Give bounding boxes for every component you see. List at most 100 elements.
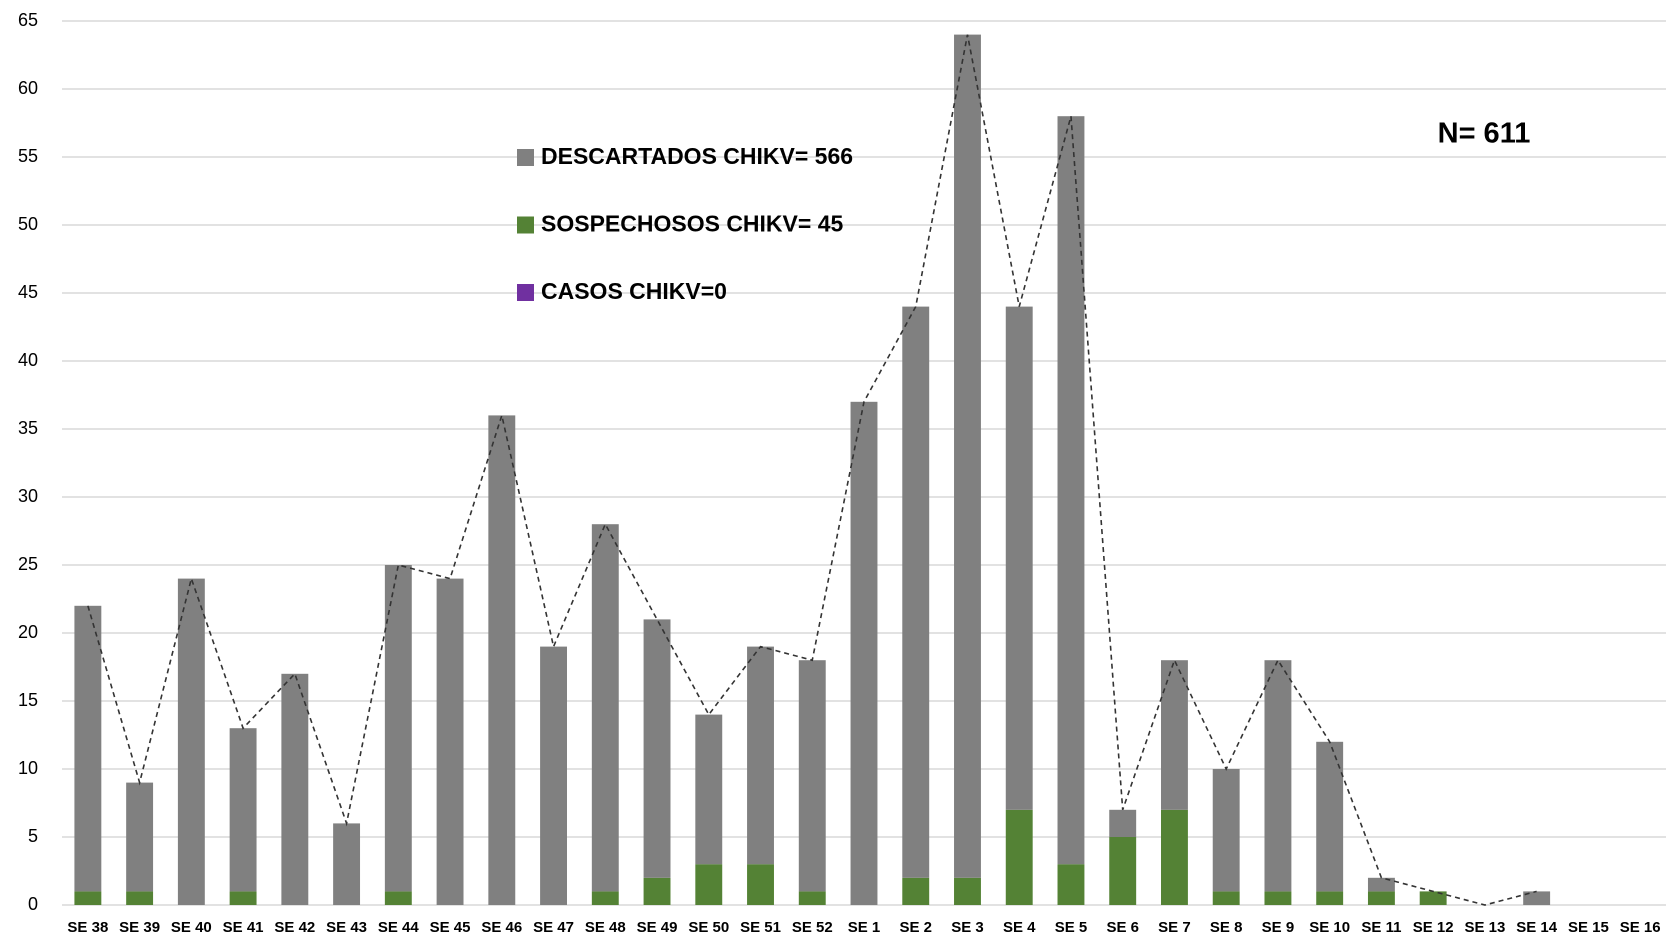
bar-segment — [281, 673, 309, 905]
y-tick-label: 40 — [18, 350, 38, 370]
x-tick-label: SE 10 — [1309, 919, 1350, 936]
bar-segment — [798, 891, 826, 905]
bar-segment — [74, 891, 102, 905]
bar-segment — [798, 660, 826, 892]
x-tick-label: SE 42 — [274, 919, 315, 936]
x-tick-label: SE 46 — [481, 919, 522, 936]
bar-segment — [954, 34, 981, 878]
x-tick-label: SE 39 — [119, 919, 160, 936]
legend-label: DESCARTADOS CHIKV= 566 — [541, 143, 853, 169]
bar-segment — [1367, 891, 1395, 905]
bar-segment — [1005, 306, 1033, 810]
bar-segment — [591, 524, 619, 892]
bar-segment — [126, 782, 154, 892]
bar-segment — [1419, 891, 1447, 905]
bar-segment — [850, 401, 878, 905]
bar-segment — [177, 578, 205, 905]
bar-segment — [1316, 891, 1344, 905]
x-tick-label: SE 12 — [1413, 919, 1454, 936]
x-tick-label: SE 3 — [951, 919, 984, 936]
bar-segment — [229, 891, 257, 905]
x-tick-label: SE 16 — [1620, 919, 1661, 936]
bar-segment — [1005, 809, 1033, 905]
bar-segment — [1212, 769, 1240, 892]
x-tick-label: SE 43 — [326, 919, 367, 936]
y-tick-label: 60 — [18, 78, 38, 98]
x-tick-label: SE 48 — [585, 919, 626, 936]
bar-segment — [695, 864, 723, 905]
legend-label: SOSPECHOSOS CHIKV= 45 — [541, 211, 843, 237]
bar-segment — [436, 578, 464, 905]
bar-segment — [384, 565, 412, 892]
y-tick-label: 5 — [28, 826, 38, 846]
x-tick-label: SE 6 — [1106, 919, 1139, 936]
bar-segment — [1264, 891, 1292, 905]
legend-label: CASOS CHIKV=0 — [541, 278, 727, 304]
y-tick-label: 45 — [18, 282, 38, 302]
x-tick-label: SE 9 — [1262, 919, 1295, 936]
bar-segment — [902, 306, 930, 878]
x-tick-label: SE 51 — [740, 919, 781, 936]
bar-segment — [695, 714, 723, 865]
x-tick-label: SE 8 — [1210, 919, 1243, 936]
y-tick-label: 65 — [18, 10, 38, 30]
bar-segment — [1109, 837, 1137, 905]
bar-segment — [643, 877, 671, 905]
bar-segment — [1316, 741, 1344, 892]
bar-segment — [747, 646, 774, 865]
y-tick-label: 55 — [18, 146, 38, 166]
x-tick-label: SE 41 — [223, 919, 264, 936]
y-tick-label: 50 — [18, 214, 38, 234]
x-tick-label: SE 2 — [899, 919, 932, 936]
x-tick-label: SE 40 — [171, 919, 212, 936]
bar-segment — [954, 877, 981, 905]
bar-segment — [902, 877, 930, 905]
legend-swatch — [517, 216, 534, 234]
x-tick-label: SE 38 — [67, 919, 108, 936]
bar-segment — [591, 891, 619, 905]
bar-segment — [384, 891, 412, 905]
x-tick-label: SE 11 — [1361, 919, 1401, 936]
y-tick-label: 0 — [28, 894, 38, 914]
bar-segment — [1160, 660, 1188, 810]
y-tick-label: 20 — [18, 622, 38, 642]
bar-segment — [1264, 660, 1292, 892]
x-tick-label: SE 14 — [1516, 919, 1558, 936]
y-tick-label: 15 — [18, 690, 38, 710]
bar-segment — [540, 646, 568, 905]
bar-segment — [1109, 809, 1137, 837]
x-tick-label: SE 5 — [1055, 919, 1088, 936]
bar-segment — [1057, 116, 1085, 865]
bar-segment — [1212, 891, 1240, 905]
bar-segment — [747, 864, 774, 905]
bar-segment — [333, 823, 361, 905]
total-line — [87, 34, 1537, 906]
y-tick-label: 25 — [18, 554, 38, 574]
bar-segment — [643, 619, 671, 878]
bar-segment — [126, 891, 154, 905]
x-tick-label: SE 44 — [378, 919, 420, 936]
legend-swatch — [517, 284, 534, 301]
bar-segment — [1523, 891, 1551, 905]
bar-segment — [1160, 809, 1188, 905]
bar-segment — [1057, 864, 1085, 905]
x-tick-label: SE 49 — [637, 919, 678, 936]
x-tick-label: SE 4 — [1003, 919, 1036, 936]
y-tick-label: 35 — [18, 418, 38, 438]
x-tick-label: SE 1 — [848, 919, 881, 936]
bar-segment — [74, 605, 102, 892]
y-tick-label: 30 — [18, 486, 38, 506]
y-tick-label: 10 — [18, 758, 38, 778]
x-tick-label: SE 47 — [533, 919, 574, 936]
x-tick-label: SE 52 — [792, 919, 833, 936]
bar-segment — [1367, 877, 1395, 892]
x-tick-label: SE 45 — [430, 919, 471, 936]
legend-swatch — [517, 149, 534, 166]
x-tick-label: SE 13 — [1464, 919, 1505, 936]
bar-segment — [229, 728, 257, 892]
x-tick-label: SE 50 — [688, 919, 729, 936]
annotation: N= 611 — [1438, 118, 1531, 150]
x-tick-label: SE 15 — [1568, 919, 1609, 936]
bar-segment — [488, 415, 516, 905]
